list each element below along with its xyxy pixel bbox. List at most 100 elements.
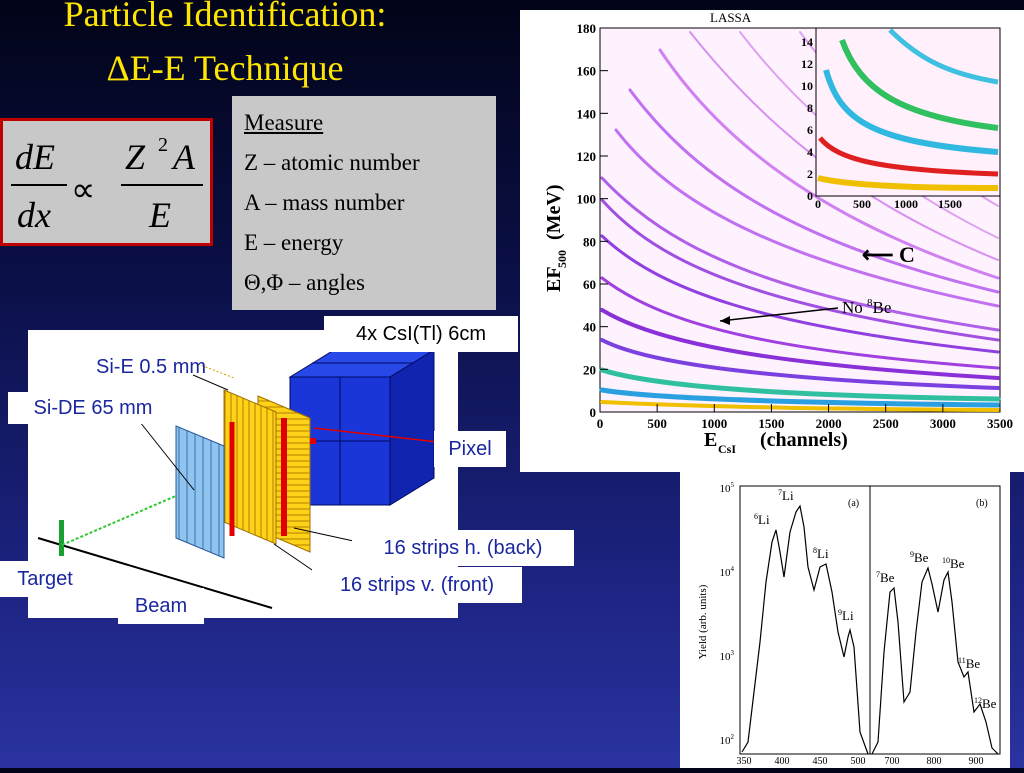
yield-xtick-label-b: 800 xyxy=(927,756,942,767)
inset-ytick-label: 2 xyxy=(807,167,813,181)
strips-front-label: 16 strips v. (front) xyxy=(312,567,522,603)
yield-peak-label: 6Li xyxy=(754,512,770,527)
band-b2 xyxy=(628,88,1000,294)
formula-box: dE dx Z A E 2 ∝ xyxy=(0,118,213,246)
yield-xtick-label-a: 350 xyxy=(737,756,752,767)
no8be-text-post: Be xyxy=(873,298,892,317)
yield-ytick-label: 104 xyxy=(720,565,735,579)
band-h xyxy=(600,400,1000,412)
detector-panel xyxy=(28,330,458,618)
inset-xtick-label: 500 xyxy=(853,197,871,211)
no8be-text-sup: 8 xyxy=(867,297,873,309)
dee-xtick-label: 0 xyxy=(597,416,604,431)
band-li8 xyxy=(600,276,1000,370)
strips-back-label: 16 strips h. (back) xyxy=(352,530,574,566)
yield-peak-label: 7Be xyxy=(876,570,895,585)
target-label: Target xyxy=(0,561,90,597)
dee-ytick-label: 100 xyxy=(577,192,597,207)
inset-xtick-label: 1500 xyxy=(938,197,962,211)
band-he3 xyxy=(599,387,1001,408)
particle-trajectory xyxy=(61,407,381,546)
measure-item-e: E – energy xyxy=(244,230,344,255)
dee-xtick-label: 1000 xyxy=(701,416,727,431)
dee-ytick-label: 180 xyxy=(577,21,597,36)
csi-label: 4x CsI(Tl) 6cm xyxy=(324,316,518,352)
dee-ytick-label: 140 xyxy=(577,106,597,121)
yield-xtick-label-b: 700 xyxy=(885,756,900,767)
band-b xyxy=(614,128,1000,308)
band-be7 xyxy=(600,234,1000,354)
dee-xlabel-main: E xyxy=(704,429,717,451)
dee-plot-panel: LASSA 0 20 40 60 80 100 120 140 160 180 0 500 1000 1… xyxy=(520,10,1024,472)
pixel-label: Pixel xyxy=(434,431,506,467)
dee-ytick-label: 20 xyxy=(583,362,596,377)
dee-ytick-label: 40 xyxy=(583,320,596,335)
yield-plot-panel: (a) (b) Yield (arb. units) 105 104 103 102 … xyxy=(680,472,1010,768)
no8be-arrow xyxy=(719,307,839,322)
formula-rhs-z: Z xyxy=(125,137,146,177)
si-de-leader xyxy=(131,411,195,491)
band-li6 xyxy=(600,338,1000,390)
strips-front-leader xyxy=(273,543,319,575)
yield-peak-label: 10Be xyxy=(942,556,965,571)
inset-band-3 xyxy=(823,69,999,155)
inset-band-2 xyxy=(818,136,999,177)
panel-b-label: (b) xyxy=(976,498,988,509)
dee-ytick-label: 60 xyxy=(583,277,596,292)
dee-ylabel-main: EF xyxy=(543,266,565,292)
yield-peak-label: 9Be xyxy=(910,550,929,565)
inset-ytick-label: 6 xyxy=(807,123,813,137)
yield-peak-label: 12Be xyxy=(974,696,997,711)
inset-ytick-label: 0 xyxy=(807,189,813,203)
inset-xtick-label: 0 xyxy=(815,197,821,211)
yield-ytick-label: 102 xyxy=(720,733,735,747)
yield-peak-label: 11Be xyxy=(958,656,980,671)
inset-ytick-label: 4 xyxy=(807,145,813,159)
band-li7 xyxy=(600,308,1000,380)
band-be10 xyxy=(600,176,1000,332)
detector-schematic xyxy=(37,349,439,609)
yield-peak-label: 8Li xyxy=(813,546,829,561)
si-de-detector xyxy=(175,425,225,559)
dee-ytick-label: 0 xyxy=(590,405,597,420)
band-c2 xyxy=(689,31,999,261)
formula-proportional: ∝ xyxy=(71,172,95,209)
dee-xtick-label: 2500 xyxy=(873,416,899,431)
yield-ytick-label: 103 xyxy=(720,649,735,663)
dee-ylabel-unit: (MeV) xyxy=(543,184,565,240)
yield-peak-label: 9Li xyxy=(838,608,854,623)
dee-xtick-label: 2000 xyxy=(816,416,842,431)
dee-ylabel-sub: 500 xyxy=(555,250,569,268)
panel-a-label: (a) xyxy=(848,498,859,509)
dee-ytick-label: 160 xyxy=(577,64,597,79)
inset-ytick-label: 12 xyxy=(801,57,813,71)
dee-xtick-label: 3000 xyxy=(930,416,956,431)
dee-ylabel: EF 500 (MeV) xyxy=(543,184,569,292)
be-spectrum xyxy=(871,566,999,755)
yield-ylabel: Yield (arb. units) xyxy=(697,584,709,659)
dee-xlabel-unit: (channels) xyxy=(760,429,848,451)
dee-xtick-label: 500 xyxy=(647,416,667,431)
pixel-marker xyxy=(310,438,316,444)
measure-item-angles: Θ,Φ – angles xyxy=(244,270,365,295)
formula-lhs-den: dx xyxy=(17,195,51,235)
measure-heading: Measure xyxy=(244,110,324,135)
inset-band-4 xyxy=(839,38,999,131)
target-bar xyxy=(59,520,64,556)
inset-bands xyxy=(817,28,999,191)
yield-xtick-label-a: 450 xyxy=(813,756,828,767)
yield-xtick-label-a: 500 xyxy=(851,756,866,767)
dee-xtick-label: 3500 xyxy=(987,416,1013,431)
inset-ytick-label: 14 xyxy=(801,35,813,49)
dee-xtick-label: 1500 xyxy=(758,416,784,431)
dee-ytick-label: 120 xyxy=(577,149,597,164)
measure-item-z: Z – atomic number xyxy=(244,150,420,175)
dee-bands xyxy=(599,31,1001,412)
pixel-leader xyxy=(313,427,439,443)
inset-ytick-label: 8 xyxy=(807,101,813,115)
yield-frame-b xyxy=(869,485,1001,755)
formula-exponent: 2 xyxy=(158,134,168,156)
inset-ytick-label: 10 xyxy=(801,79,813,93)
no8be-text-pre: No xyxy=(842,298,867,317)
